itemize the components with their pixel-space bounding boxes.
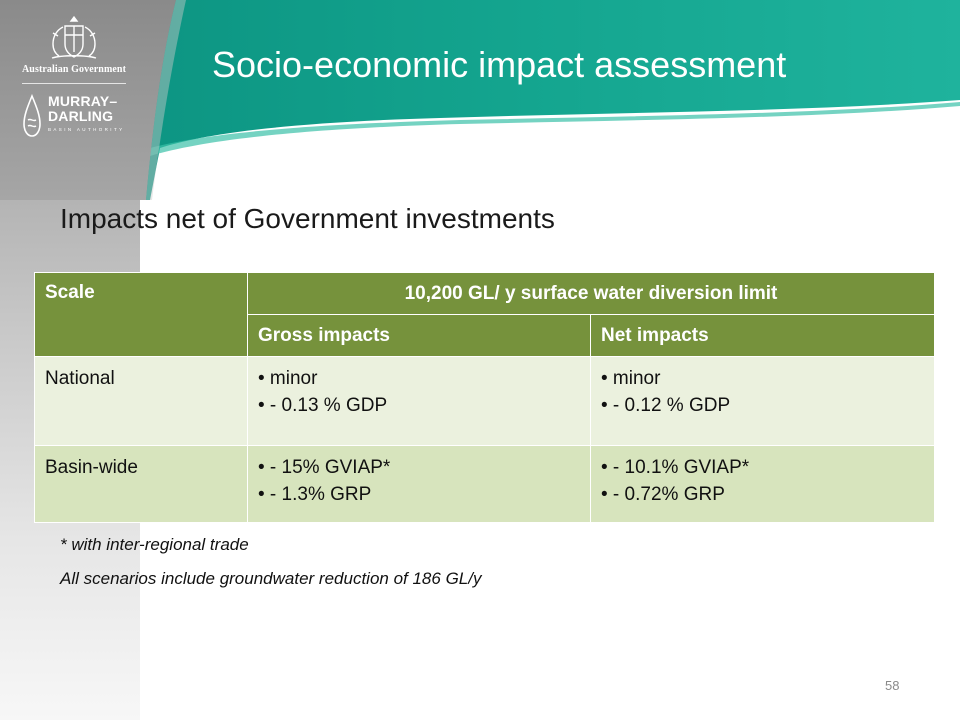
mdba-logo: MURRAY– DARLING BASIN AUTHORITY — [14, 94, 134, 138]
header-band — [0, 0, 960, 200]
gross-bullet: • minor — [258, 368, 318, 389]
diversion-limit-header: 10,200 GL/ y surface water diversion lim… — [247, 272, 935, 315]
mdba-line-murray: MURRAY– — [48, 93, 118, 109]
table-row-national: National • minor • - 0.13 % GDP • minor … — [34, 356, 935, 446]
footnote-trade: * with inter-regional trade — [60, 535, 249, 554]
gross-bullet: • - 1.3% GRP — [258, 484, 372, 505]
impacts-table: Scale 10,200 GL/ y surface water diversi… — [34, 272, 935, 523]
footnote-groundwater: All scenarios include groundwater reduct… — [60, 569, 482, 588]
coat-of-arms-icon — [51, 15, 97, 59]
gross-impacts-header: Gross impacts — [247, 314, 591, 357]
slide-title: Socio-economic impact assessment — [212, 44, 787, 85]
net-impacts-header: Net impacts — [590, 314, 935, 357]
net-impacts-cell: • - 10.1% GVIAP* • - 0.72% GRP — [590, 445, 935, 523]
logo-divider — [22, 83, 126, 84]
mdba-line-darling: DARLING — [48, 108, 114, 124]
gross-impacts-cell: • minor • - 0.13 % GDP — [247, 356, 591, 446]
net-bullet: • - 0.72% GRP — [601, 484, 725, 505]
table-row-basin-wide: Basin-wide • - 15% GVIAP* • - 1.3% GRP •… — [34, 445, 935, 523]
gross-impacts-cell: • - 15% GVIAP* • - 1.3% GRP — [247, 445, 591, 523]
table-header-row: Scale 10,200 GL/ y surface water diversi… — [34, 272, 935, 357]
net-bullet: • minor — [601, 368, 661, 389]
scale-header: Scale — [34, 272, 248, 357]
water-drop-icon — [23, 94, 41, 137]
gross-bullet: • - 15% GVIAP* — [258, 457, 391, 478]
scale-cell: Basin-wide — [34, 445, 248, 523]
australian-government-label: Australian Government — [21, 64, 127, 75]
scale-cell: National — [34, 356, 248, 446]
net-bullet: • - 10.1% GVIAP* — [601, 457, 750, 478]
slide-subtitle: Impacts net of Government investments — [60, 203, 555, 234]
logo-block: Australian Government MURRAY– DARLING BA… — [14, 14, 134, 138]
page-number: 58 — [885, 678, 900, 693]
mdba-wordmark: MURRAY– DARLING BASIN AUTHORITY — [48, 93, 125, 133]
table-subheader-row: Gross impacts Net impacts — [35, 314, 935, 357]
mdba-line-authority: BASIN AUTHORITY — [48, 127, 125, 132]
net-impacts-cell: • minor • - 0.12 % GDP — [590, 356, 935, 446]
net-bullet: • - 0.12 % GDP — [601, 395, 731, 416]
gross-bullet: • - 0.13 % GDP — [258, 395, 388, 416]
